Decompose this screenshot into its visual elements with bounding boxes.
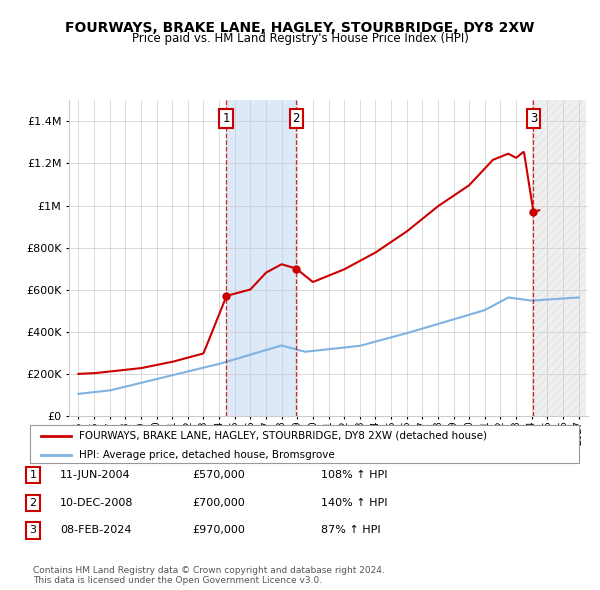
Text: £570,000: £570,000 <box>192 470 245 480</box>
Text: £700,000: £700,000 <box>192 498 245 507</box>
Text: 11-JUN-2004: 11-JUN-2004 <box>60 470 131 480</box>
Bar <box>226 100 296 416</box>
Bar <box>533 100 586 416</box>
Text: 140% ↑ HPI: 140% ↑ HPI <box>321 498 388 507</box>
Text: 10-DEC-2008: 10-DEC-2008 <box>60 498 133 507</box>
Text: 108% ↑ HPI: 108% ↑ HPI <box>321 470 388 480</box>
Text: FOURWAYS, BRAKE LANE, HAGLEY, STOURBRIDGE, DY8 2XW: FOURWAYS, BRAKE LANE, HAGLEY, STOURBRIDG… <box>65 21 535 35</box>
Text: Price paid vs. HM Land Registry's House Price Index (HPI): Price paid vs. HM Land Registry's House … <box>131 32 469 45</box>
Text: £970,000: £970,000 <box>192 526 245 535</box>
Text: Contains HM Land Registry data © Crown copyright and database right 2024.
This d: Contains HM Land Registry data © Crown c… <box>33 566 385 585</box>
Text: 2: 2 <box>293 112 300 124</box>
Text: 08-FEB-2024: 08-FEB-2024 <box>60 526 131 535</box>
Text: 3: 3 <box>530 112 537 124</box>
Text: 3: 3 <box>29 526 37 535</box>
Text: 1: 1 <box>223 112 230 124</box>
Text: HPI: Average price, detached house, Bromsgrove: HPI: Average price, detached house, Brom… <box>79 450 335 460</box>
Text: FOURWAYS, BRAKE LANE, HAGLEY, STOURBRIDGE, DY8 2XW (detached house): FOURWAYS, BRAKE LANE, HAGLEY, STOURBRIDG… <box>79 431 487 441</box>
Text: 87% ↑ HPI: 87% ↑ HPI <box>321 526 380 535</box>
Text: 1: 1 <box>29 470 37 480</box>
Text: 2: 2 <box>29 498 37 507</box>
